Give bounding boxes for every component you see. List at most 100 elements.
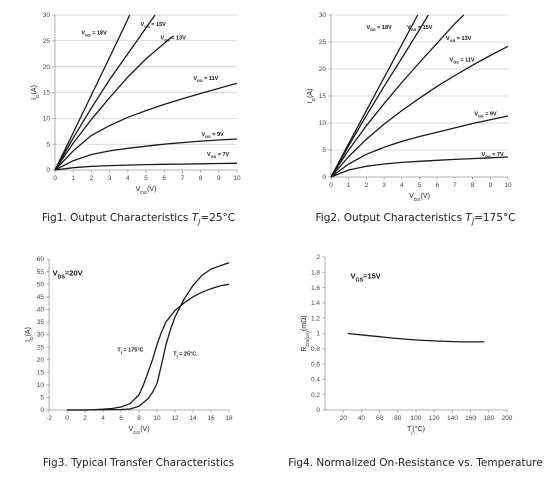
- y-tick-label: 0.8: [311, 346, 320, 353]
- y-tick-label: 0: [316, 407, 320, 414]
- y-tick-label: 50: [37, 281, 45, 288]
- x-tick-label: 18: [225, 415, 233, 422]
- x-tick-label: 10: [504, 182, 512, 189]
- x-tick-label: 0: [65, 415, 69, 422]
- x-tick-label: 2: [90, 175, 94, 182]
- y-tick-label: 55: [37, 269, 45, 276]
- y-tick-label: 2: [316, 254, 320, 261]
- x-tick-label: 9: [488, 182, 492, 189]
- series-line-1: [330, 14, 419, 178]
- y-axis-label: ID(A): [31, 85, 41, 100]
- x-tick-label: 100: [411, 415, 422, 422]
- figure-2: 0 1 2 3 4 5 6 7 8 9 10 0 5 10 15 20 25 30 VDS(V) ID(A) VGS =…: [277, 0, 554, 239]
- x-tick-label: 5: [418, 182, 422, 189]
- chart-fig2: 0 1 2 3 4 5 6 7 8 9 10 0 5 10 15 20 25 30 VDS(V) ID(A) VGS =…: [307, 12, 512, 203]
- series-line-2: [67, 262, 230, 411]
- y-tick-label: 5: [46, 141, 50, 148]
- curve-annotation-2: VGS = 15V: [407, 25, 433, 32]
- y-tick-label: 1.2: [311, 315, 320, 322]
- y-axis-label: ID(A): [25, 327, 35, 342]
- curve-annotation-5: VGS = 9V: [202, 132, 225, 139]
- y-tick-label: 5: [40, 395, 44, 402]
- y-tick-label: 10: [43, 116, 51, 123]
- series-line-4: [54, 82, 238, 171]
- caption-fig2: Fig2. Output Characteristics Tj=175°C: [315, 212, 516, 227]
- y-tick-label: 15: [43, 90, 51, 97]
- y-tick-label: 10: [319, 120, 327, 127]
- x-tick-label: 2: [83, 415, 87, 422]
- curve-annotation-2: Tj = 25°C: [173, 351, 196, 358]
- y-tick-label: 0: [40, 407, 44, 414]
- y-tick-label: 0.6: [311, 361, 320, 368]
- x-tick-label: 0: [53, 175, 57, 182]
- y-tick-label: 30: [37, 332, 45, 339]
- chart-fig3: -2 0 2 4 6 8 10 12 14 16 1805101520253035404550556…: [25, 256, 233, 436]
- x-axis-label: Tj(°C): [407, 425, 425, 436]
- x-axis-label: VGS(V): [128, 426, 149, 436]
- x-tick-label: 8: [471, 182, 475, 189]
- series-line-1: [347, 332, 485, 343]
- y-tick-label: 1.4: [311, 300, 320, 307]
- y-tick-label: 25: [43, 38, 51, 45]
- x-tick-label: 5: [144, 175, 148, 182]
- y-tick-label: 15: [319, 93, 327, 100]
- x-tick-label: 2: [365, 182, 369, 189]
- x-tick-label: -2: [46, 415, 52, 422]
- y-tick-label: 45: [37, 294, 45, 301]
- curve-annotation-3: VGS = 13V: [446, 36, 472, 43]
- x-tick-label: 16: [207, 415, 215, 422]
- x-tick-label: 10: [153, 415, 161, 422]
- y-tick-label: 30: [319, 12, 327, 19]
- series-line-6: [330, 156, 509, 178]
- x-tick-label: 40: [358, 415, 366, 422]
- x-tick-label: 1: [347, 182, 351, 189]
- y-tick-label: 0.2: [311, 392, 320, 399]
- caption-fig4: Fig4. Normalized On-Resistance vs. Tempe…: [288, 457, 543, 469]
- y-tick-label: 15: [37, 369, 45, 376]
- figure-3: -2 0 2 4 6 8 10 12 14 16 18 0 5 10 15 20 25 30 35 40 45 50 55 6…: [0, 239, 277, 478]
- x-axis-label: VDS(V): [136, 186, 157, 196]
- x-tick-label: 60: [376, 415, 384, 422]
- chart-fig4: 20 40 60 80 100 120 140 160 180 200 0 0.2 0.4 0.6 0.8 1…: [301, 254, 513, 436]
- x-tick-label: 3: [108, 175, 112, 182]
- x-tick-label: 120: [429, 415, 440, 422]
- curve-annotation-4: VGS = 11V: [450, 57, 475, 64]
- y-tick-label: 60: [37, 256, 45, 263]
- series-line-4: [330, 45, 509, 178]
- y-axis-label: RDS(on)(mΩ): [301, 315, 311, 351]
- figure-1: 0 1 2 3 4 5 6 7 8 9 10 0 5 10 15 20 25 30 VDS(V) ID(A) VGS =…: [0, 0, 277, 239]
- series-line-2: [54, 14, 156, 171]
- series-line-5: [54, 138, 238, 171]
- curve-annotation-1: VGS = 18V: [366, 25, 392, 32]
- y-tick-label: 25: [319, 39, 327, 46]
- series-line-6: [54, 162, 238, 171]
- x-tick-label: 4: [126, 175, 130, 182]
- series-line-3: [54, 35, 174, 171]
- x-tick-label: 6: [435, 182, 439, 189]
- x-tick-label: 1: [71, 175, 75, 182]
- curve-annotation-1: VGS = 18V: [81, 31, 107, 38]
- x-tick-label: 7: [181, 175, 185, 182]
- y-tick-label: 10: [37, 382, 45, 389]
- y-tick-label: 20: [43, 64, 51, 71]
- x-tick-label: 3: [382, 182, 386, 189]
- x-tick-label: 14: [189, 415, 197, 422]
- x-axis-label: VDS(V): [409, 193, 430, 203]
- y-tick-label: 20: [319, 66, 327, 73]
- y-tick-label: 5: [322, 147, 326, 154]
- condition-label: VGS=15V: [350, 271, 380, 283]
- curve-annotation-4: VGS = 11V: [193, 76, 218, 83]
- y-tick-label: 20: [37, 357, 45, 364]
- x-tick-label: 20: [340, 415, 348, 422]
- x-tick-label: 8: [199, 175, 203, 182]
- y-tick-label: 1.8: [311, 270, 320, 277]
- y-tick-label: 35: [37, 319, 45, 326]
- condition-label: VDS=20V: [53, 268, 83, 280]
- series-line-1: [54, 14, 131, 171]
- x-tick-label: 12: [171, 415, 179, 422]
- x-tick-label: 0: [329, 182, 333, 189]
- y-tick-label: 40: [37, 307, 45, 314]
- x-tick-label: 7: [453, 182, 457, 189]
- series-line-1: [67, 283, 230, 411]
- x-tick-label: 80: [394, 415, 402, 422]
